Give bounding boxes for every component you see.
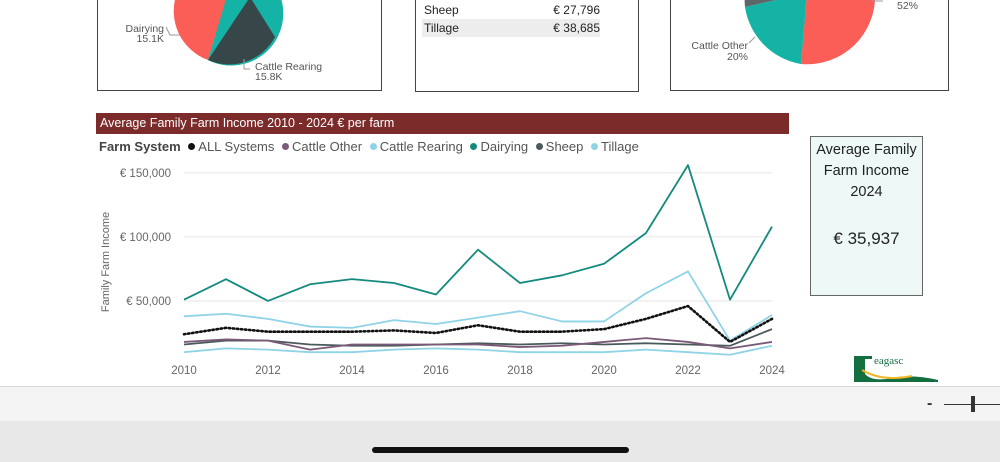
series-line-cattle-other[interactable] — [183, 337, 773, 351]
dairying-leader-line — [165, 26, 180, 36]
legend-dot-icon — [591, 143, 598, 150]
kpi-title: Average Family Farm Income 2024 — [816, 142, 917, 200]
zoom-slider-thumb[interactable] — [971, 396, 975, 412]
x-tick-label: 2010 — [171, 365, 197, 377]
y-axis-title: Family Farm Income — [100, 212, 112, 312]
series-line-dairying[interactable] — [183, 164, 773, 302]
grid-layer — [184, 172, 772, 302]
logo-text: eagasc — [874, 355, 903, 367]
x-tick-label: 2022 — [675, 365, 701, 377]
x-tick-label: 2016 — [423, 365, 449, 377]
home-indicator[interactable] — [372, 447, 629, 453]
zoom-out-button[interactable]: - — [927, 395, 933, 412]
axis-layer: € 50,000 € 100,000 € 150,000 2010 2012 2014 20… — [120, 168, 786, 377]
pie-slice-red — [801, 0, 875, 65]
legend-item-tillage[interactable]: Tillage — [591, 139, 639, 154]
legend-item-sheep[interactable]: Sheep — [535, 139, 583, 154]
legend-item-dairying[interactable]: Dairying — [470, 139, 528, 154]
chart-legend: Farm System ALL Systems Cattle Other Cat… — [99, 139, 643, 157]
table-cell-value: € 27,796 — [553, 3, 600, 17]
x-tick-label: 2018 — [507, 365, 533, 377]
dairying-label: Dairying — [125, 23, 164, 35]
table-cell-name: Sheep — [424, 3, 459, 17]
report-footer-bar: - — [0, 386, 1000, 421]
left-pie-chart: Dairying 15.1K Cattle Rearing 15.8K — [125, 0, 322, 83]
dairying-pie-card: Dairying 15.1K Cattle Rearing 15.8K — [97, 0, 382, 91]
series-line-cattle-rearing[interactable] — [183, 344, 773, 356]
table-row: Sheep € 27,796 — [422, 1, 600, 19]
cattle-other-leader-line — [748, 36, 756, 44]
y-tick-label: € 100,000 — [120, 232, 171, 244]
logo-accent-icon — [861, 369, 913, 379]
teagasc-logo: eagasc — [854, 355, 938, 382]
farm-income-table-card: Sheep € 27,796 Tillage € 38,685 — [415, 0, 639, 92]
table-cell-name: Tillage — [424, 21, 459, 35]
farm-income-line-chart: € 50,000 € 100,000 € 150,000 2010 2012 2014 20… — [100, 164, 786, 377]
cattle-rearing-value: 15.8K — [255, 71, 282, 83]
x-tick-label: 2014 — [339, 365, 365, 377]
cattle-rearing-label: Cattle Rearing — [255, 61, 322, 73]
series-line-all-systems[interactable] — [182, 304, 774, 344]
cattle-other-label: Cattle Other — [691, 40, 748, 52]
series-line-tillage[interactable] — [183, 270, 773, 342]
table-cell-value: € 38,685 — [553, 21, 600, 35]
legend-item-cattle-other[interactable]: Cattle Other — [282, 139, 362, 154]
pie-slice-cattle-rearing — [208, 0, 275, 65]
right-pie-chart: Cattle Other 20% 52% — [691, 0, 918, 65]
legend-dot-icon — [188, 143, 196, 150]
percent-value-label: 52% — [897, 0, 918, 12]
pie-slice-cattle-other — [745, 0, 807, 64]
table-row: Tillage € 38,685 — [422, 19, 600, 37]
x-tick-label: 2024 — [759, 365, 785, 377]
logo-swoosh-icon — [854, 356, 938, 382]
device-home-area — [0, 421, 1000, 462]
legend-item-cattle-rearing[interactable]: Cattle Rearing — [369, 139, 463, 154]
legend-dot-icon — [470, 143, 478, 150]
y-tick-label: € 150,000 — [120, 168, 171, 180]
kpi-card: Average Family Farm Income 2024 € 35,937 — [810, 136, 923, 296]
pie-slice-grey — [744, 0, 776, 7]
legend-dot-icon — [535, 143, 543, 150]
cattle-rearing-leader-line — [243, 59, 250, 70]
y-tick-label: € 50,000 — [126, 296, 171, 308]
dairying-value: 15.1K — [137, 33, 164, 45]
legend-dot-icon — [369, 143, 377, 150]
legend-title: Farm System — [99, 139, 181, 154]
kpi-value: € 35,937 — [833, 229, 900, 248]
series-layer — [182, 164, 774, 356]
x-tick-label: 2020 — [591, 365, 617, 377]
pie-slice-dairying — [173, 0, 226, 60]
share-pie-card: Cattle Other 20% 52% — [670, 0, 949, 91]
x-tick-label: 2012 — [255, 365, 281, 377]
cattle-other-value: 20% — [727, 51, 748, 63]
series-line-sheep[interactable] — [183, 328, 773, 347]
legend-item-all-systems[interactable]: ALL Systems — [188, 139, 274, 154]
legend-dot-icon — [282, 143, 290, 150]
chart-title-bar: Average Family Farm Income 2010 - 2024 €… — [96, 113, 789, 134]
